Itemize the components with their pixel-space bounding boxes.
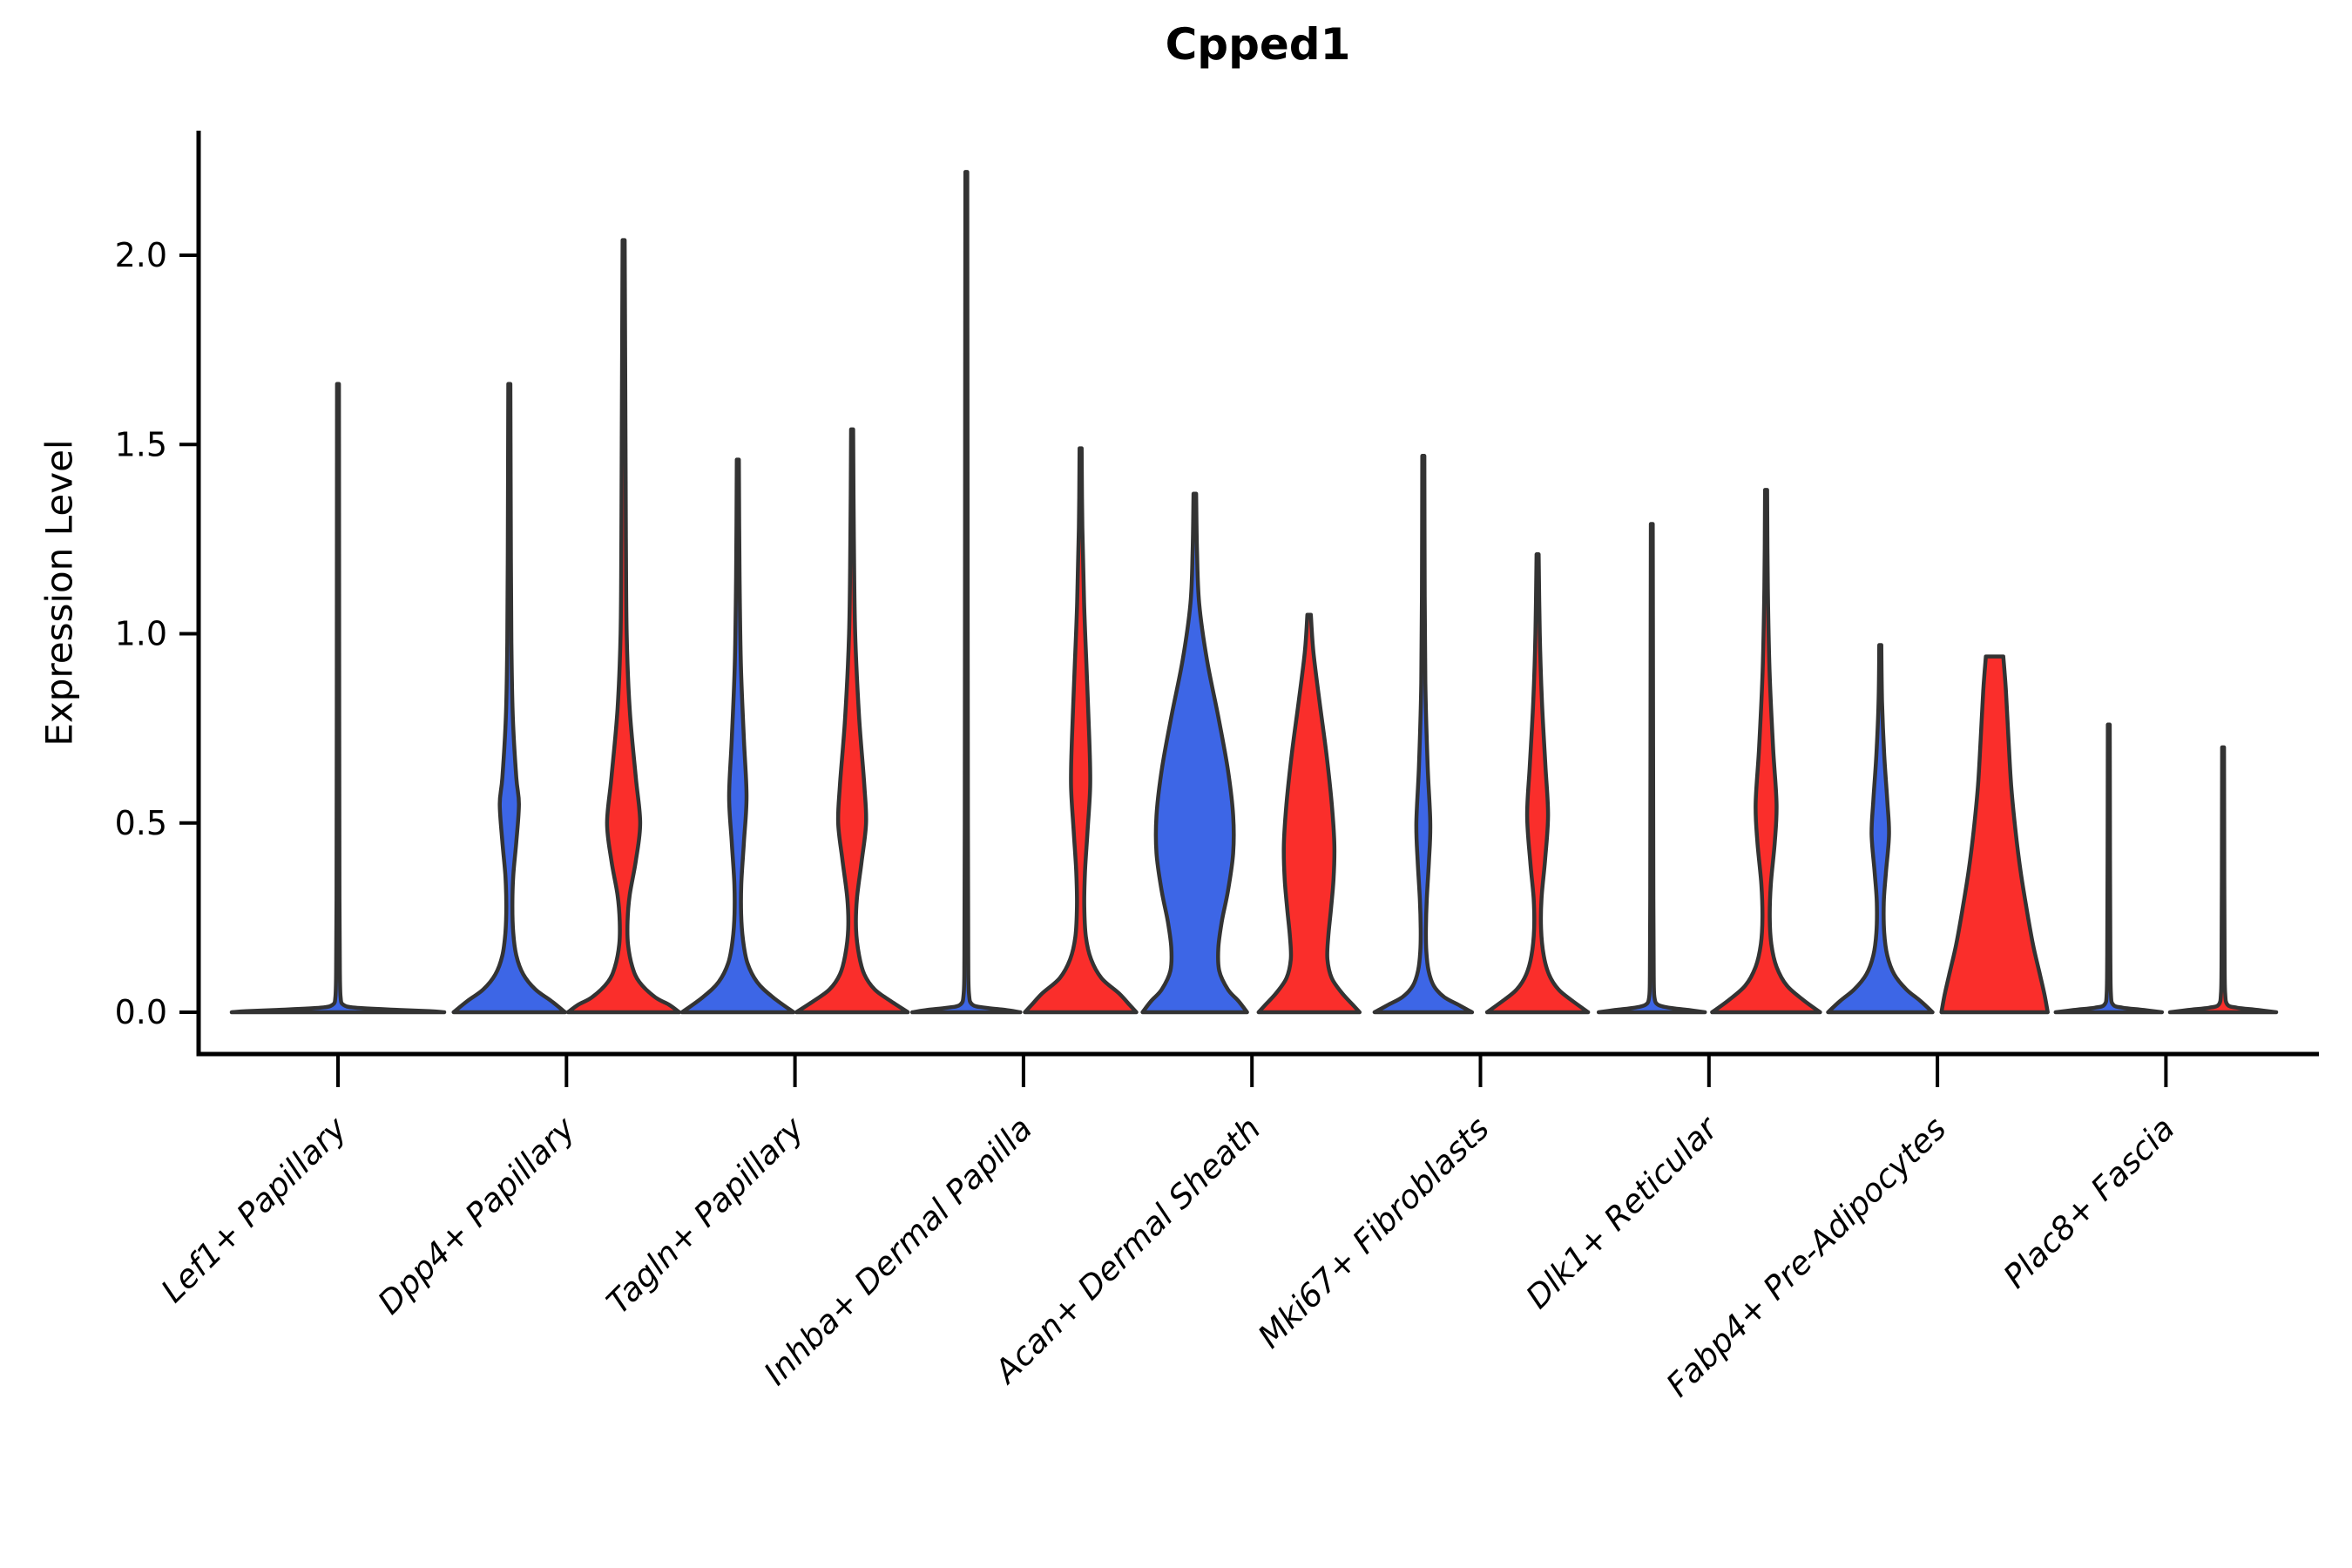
violin-mki67-red (1484, 552, 1591, 1015)
violin-acan-red (1256, 612, 1362, 1015)
violin-dlk1-red (1710, 488, 1822, 1015)
violin-plac8-red (2167, 745, 2279, 1015)
y-tick-label: 2.0 (115, 236, 167, 274)
y-tick-label: 1.0 (115, 615, 167, 653)
violin-tagln-red (794, 427, 910, 1015)
violin-fabp4-blue (1826, 643, 1935, 1015)
violin-inhba-red (1023, 446, 1139, 1015)
violin-fabp4-red (1939, 654, 2050, 1015)
violin-inhba-blue (910, 170, 1023, 1015)
x-tick-label: Inhba+ Dermal Papilla (757, 1110, 1040, 1393)
x-tick-label: Dlk1+ Reticular (1518, 1108, 1727, 1316)
violin-lef1-blue (229, 382, 447, 1015)
y-tick-label: 0.5 (115, 804, 167, 842)
x-tick-label: Dpp4+ Papillary (371, 1109, 584, 1321)
x-tick-label: Lef1+ Papillary (154, 1109, 355, 1309)
violin-mki67-blue (1372, 454, 1475, 1015)
chart-title: Cpped1 (1165, 19, 1351, 70)
violin-dpp4-red (565, 238, 682, 1015)
y-tick-label: 1.5 (115, 425, 167, 463)
x-tick-label: Tagln+ Papillary (599, 1109, 812, 1321)
x-tick-label: Acan+ Dermal Sheath (986, 1110, 1267, 1391)
y-tick-label: 0.0 (115, 993, 167, 1031)
x-tick-label: Mki67+ Fibroblasts (1251, 1110, 1497, 1355)
violin-plac8-blue (2053, 722, 2165, 1015)
violin-tagln-blue (679, 457, 796, 1015)
violin-acan-blue (1140, 491, 1249, 1015)
violin-dlk1-blue (1596, 522, 1707, 1015)
violin-dpp4-blue (451, 382, 567, 1015)
x-tick-label: Plac8+ Fascia (1997, 1110, 2182, 1295)
